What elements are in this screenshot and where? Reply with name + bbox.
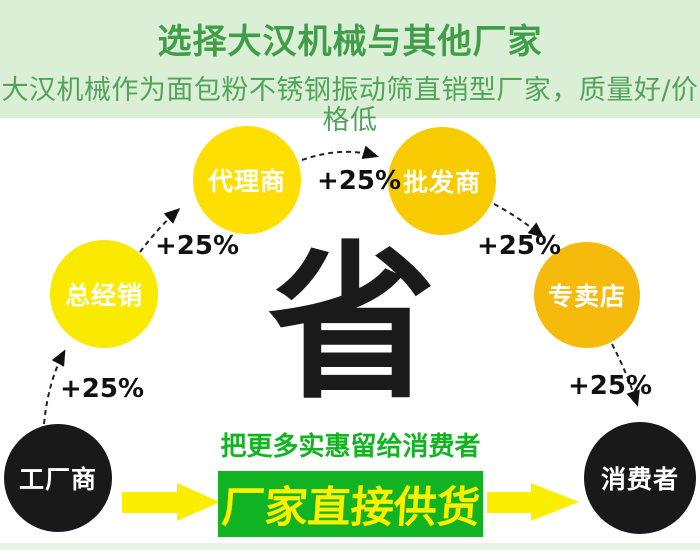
- node-agent-label: 代理商: [207, 167, 286, 196]
- node-wholesaler-label: 批发商: [402, 168, 481, 197]
- page-title: 选择大汉机械与其他厂家: [157, 22, 543, 62]
- direct-supply-arrow-left-icon: [122, 483, 220, 521]
- dashed-arrow-agent-to-wholesaler-icon: [301, 145, 379, 161]
- markup-label-4: +25%: [477, 231, 562, 261]
- node-wholesaler: 批发商: [388, 127, 496, 235]
- node-consumer-label: 消费者: [600, 465, 679, 494]
- node-distributor: 总经销: [50, 240, 158, 348]
- consumer-benefit-slogan: 把更多实惠留给消费者: [220, 432, 481, 462]
- node-consumer: 消费者: [584, 422, 696, 534]
- markup-label-5: +25%: [568, 371, 653, 401]
- node-store-label: 专卖店: [547, 282, 626, 311]
- markup-label-3: +25%: [317, 166, 402, 196]
- direct-supply-banner: 厂家直接供货: [218, 471, 483, 537]
- markup-label-1: +25%: [60, 374, 145, 404]
- node-factory-label: 工厂商: [18, 465, 97, 494]
- node-store: 专卖店: [534, 242, 640, 348]
- direct-supply-banner-label: 厂家直接供货: [219, 483, 481, 533]
- node-agent: 代理商: [193, 126, 301, 234]
- direct-supply-arrow-right-icon: [487, 483, 579, 521]
- markup-label-2: +25%: [155, 231, 240, 261]
- node-factory: 工厂商: [4, 424, 112, 532]
- bottom-strip: [0, 543, 700, 550]
- node-distributor-label: 总经销: [64, 281, 143, 310]
- header: 选择大汉机械与其他厂家 大汉机械作为面包粉不锈钢振动筛直销型厂家，质量好/价格低: [0, 0, 700, 136]
- save-character: 省: [268, 226, 436, 422]
- page-subtitle: 大汉机械作为面包粉不锈钢振动筛直销型厂家，质量好/价格低: [1, 75, 699, 136]
